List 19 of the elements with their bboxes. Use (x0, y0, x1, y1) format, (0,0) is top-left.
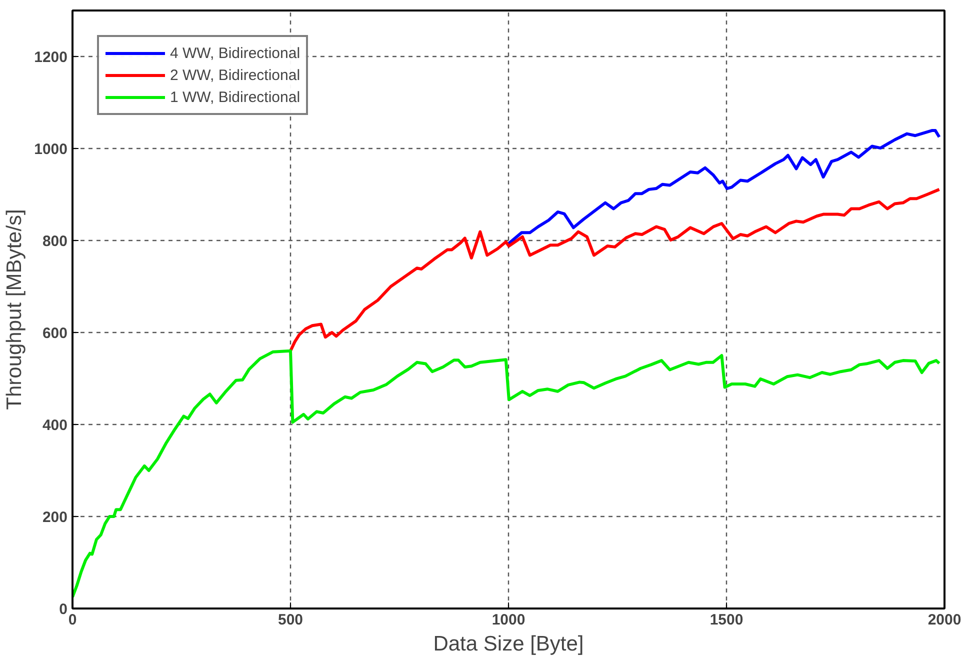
y-tick-label: 1200 (34, 49, 68, 66)
y-axis-title: Throughput [MByte/s] (3, 209, 26, 410)
x-tick-label: 2000 (928, 612, 962, 628)
y-tick-label: 600 (42, 325, 68, 342)
y-tick-label: 0 (59, 601, 68, 618)
y-tick-label: 400 (42, 417, 68, 434)
line-series (505, 129, 941, 247)
line-series (72, 349, 941, 598)
y-tick-label: 800 (42, 233, 68, 250)
legend-label: 4 WW, Bidirectional (170, 44, 300, 62)
line-series (289, 188, 941, 352)
x-axis-title: Data Size [Byte] (433, 632, 584, 656)
x-tick-label: 500 (278, 612, 304, 628)
legend-label: 2 WW, Bidirectional (170, 66, 300, 84)
y-tick-label: 1000 (34, 141, 68, 158)
y-tick-label: 200 (42, 509, 68, 526)
x-tick-label: 1500 (710, 612, 744, 628)
legend-label: 1 WW, Bidirectional (170, 88, 300, 106)
x-tick-label: 1000 (492, 612, 526, 628)
